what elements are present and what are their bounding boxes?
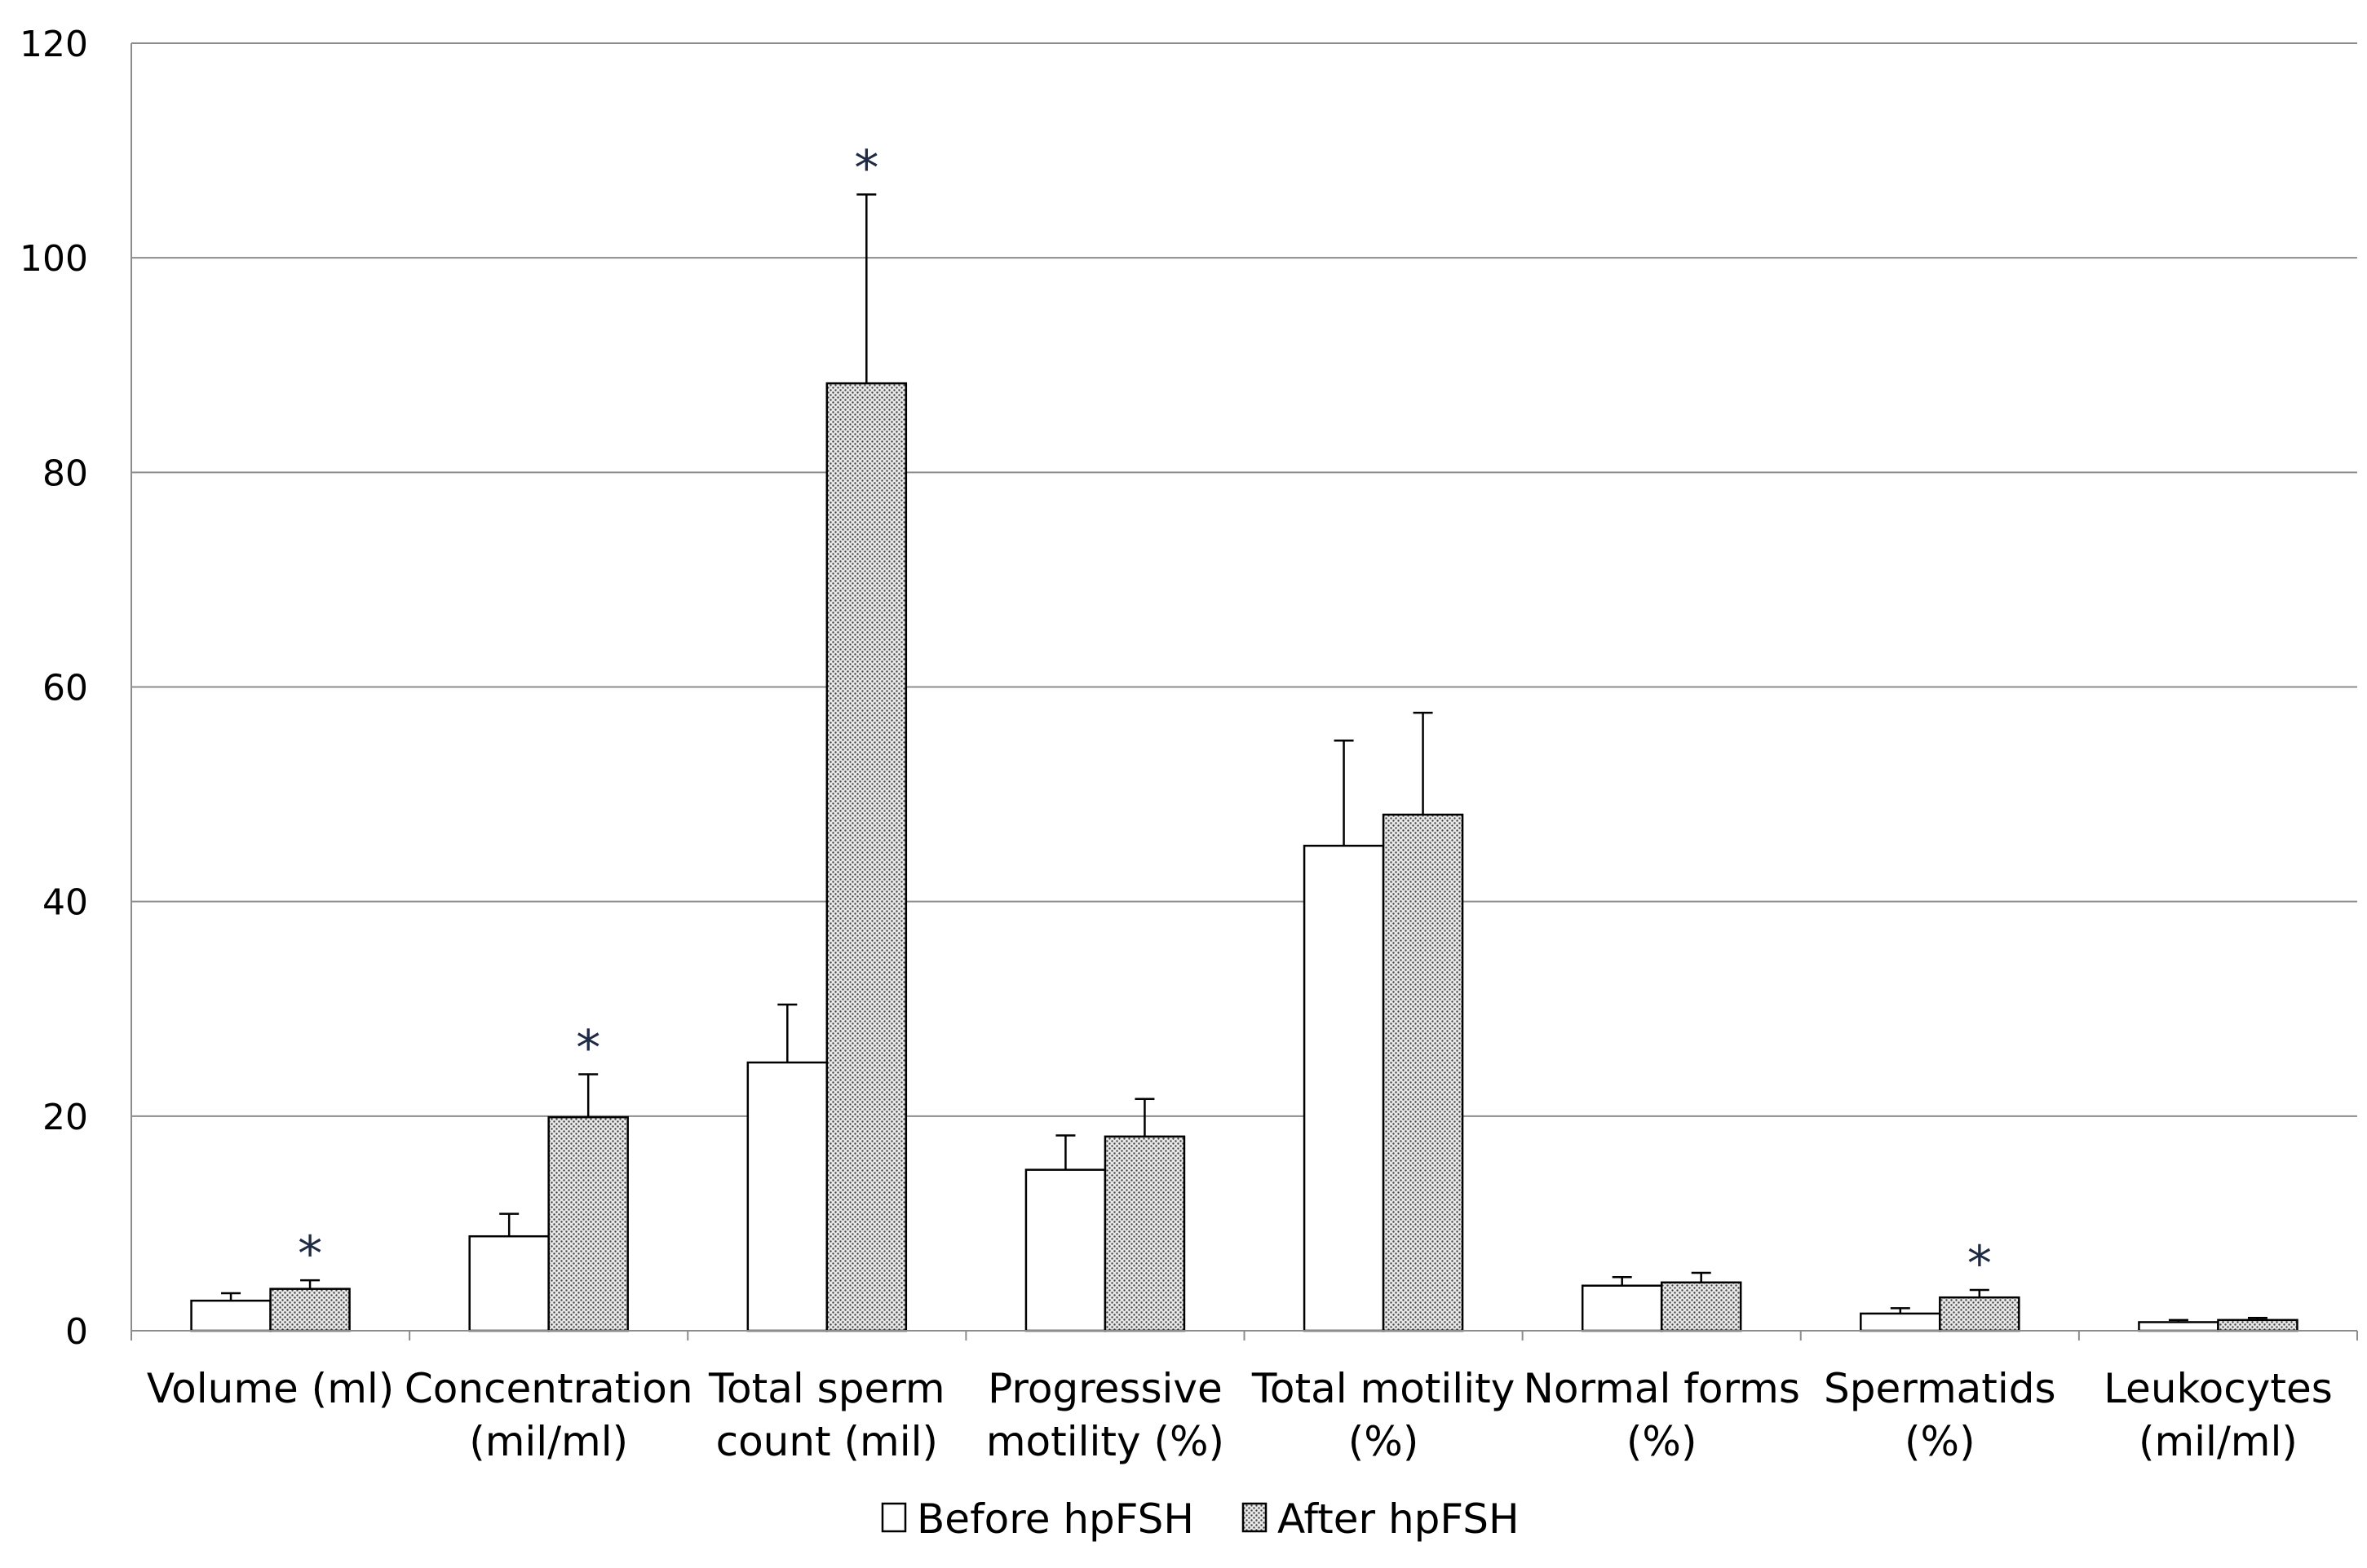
x-category-label: Concentration	[405, 1365, 693, 1412]
x-category-label: (%)	[1626, 1418, 1697, 1465]
bar-before	[190, 1299, 272, 1332]
legend-label-before: Before hpFSH	[917, 1495, 1194, 1543]
significance-star: *	[854, 140, 878, 197]
bar-after	[2217, 1318, 2298, 1332]
y-tick-label: 80	[42, 453, 88, 494]
legend-label-after: After hpFSH	[1277, 1495, 1520, 1543]
bar-after	[1939, 1296, 2020, 1332]
x-category-label: (%)	[1905, 1418, 1975, 1465]
significance-star: *	[1967, 1235, 1992, 1292]
bar-before	[1303, 844, 1385, 1332]
x-category-label: Volume (ml)	[147, 1365, 394, 1412]
bar-after	[547, 1115, 629, 1332]
y-tick-label: 0	[65, 1311, 88, 1353]
y-tick-label: 40	[42, 882, 88, 924]
x-category-label: (%)	[1348, 1418, 1419, 1465]
x-category-label: motility (%)	[986, 1418, 1224, 1465]
bar-before	[1024, 1168, 1107, 1332]
bar-after	[1382, 813, 1464, 1332]
bar-after	[1660, 1281, 1742, 1332]
bar-before	[2138, 1321, 2219, 1332]
x-category-label: (mil/ml)	[2139, 1418, 2298, 1465]
x-category-label: Leukocytes	[2104, 1365, 2333, 1412]
x-axis: Volume (ml) Concentration (mil/ml) Total sp…	[131, 1330, 2358, 1465]
bars-group: * * * *	[190, 140, 2298, 1332]
bar-after	[825, 382, 908, 1332]
bar-after	[269, 1288, 351, 1332]
bar-before	[1581, 1284, 1663, 1332]
significance-star: *	[298, 1226, 322, 1283]
x-category-label: Total sperm	[708, 1365, 945, 1412]
x-category-label: Normal forms	[1523, 1365, 1799, 1412]
significance-star: *	[576, 1020, 600, 1077]
legend-swatch-before	[881, 1502, 907, 1533]
bar-after	[1104, 1135, 1186, 1332]
x-category-label: Spermatids	[1824, 1365, 2056, 1412]
y-axis: 0 20 40 60 80 100 120	[20, 24, 132, 1353]
y-tick-label: 100	[20, 238, 88, 280]
y-tick-label: 20	[42, 1097, 88, 1138]
bar-before	[746, 1061, 829, 1332]
x-category-label: (mil/ml)	[469, 1418, 628, 1465]
legend: Before hpFSH After hpFSH	[881, 1495, 1520, 1543]
x-category-label: Total motility	[1251, 1365, 1515, 1412]
x-category-label: Progressive	[988, 1365, 1223, 1412]
gridlines	[131, 42, 2357, 1117]
y-tick-label: 120	[20, 24, 88, 65]
bar-before	[468, 1235, 550, 1332]
y-tick-label: 60	[42, 668, 88, 709]
bar-before	[1860, 1312, 1941, 1332]
x-category-label: count (mil)	[716, 1418, 938, 1465]
legend-swatch-after	[1241, 1502, 1268, 1533]
